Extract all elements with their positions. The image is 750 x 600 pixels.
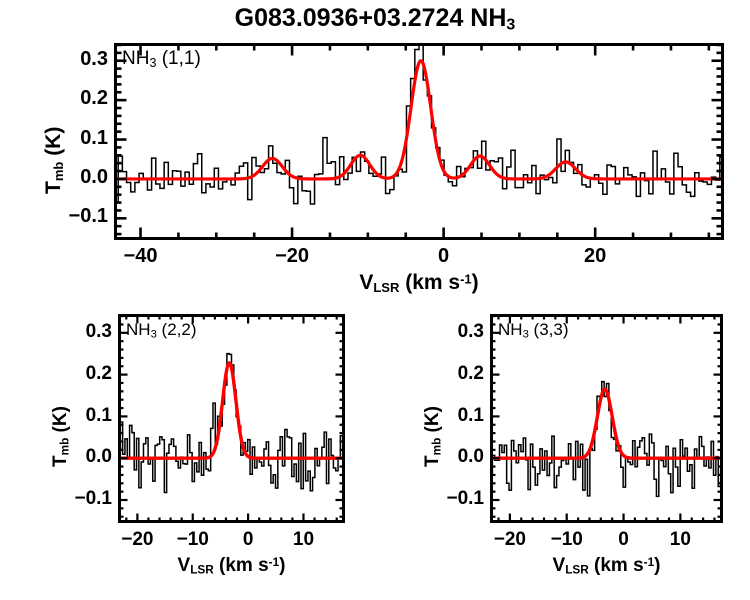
xtick-label-nh3-22-3: 10: [292, 529, 315, 550]
figure-title-subscript: 3: [506, 16, 516, 34]
plot-area-nh3-22: [118, 314, 345, 523]
ytick-label-nh3-33-0: −0.1: [446, 488, 484, 510]
panel-label-nh3-33: NH3 (3,3): [498, 320, 569, 341]
y-axis-title-nh3-33: Tmb (K): [422, 405, 444, 467]
xtick-label-nh3-22-2: 0: [242, 529, 254, 550]
panel-nh3-11: [114, 43, 724, 240]
xtick-label-nh3-22-0: −20: [121, 529, 154, 550]
ytick-label-nh3-11-0: −0.1: [68, 205, 108, 228]
ytick-label-nh3-33-1: 0.0: [457, 446, 484, 468]
panel-label-nh3-22: NH3 (2,2): [126, 320, 197, 341]
ytick-label-nh3-22-1: 0.0: [85, 446, 112, 468]
ytick-label-nh3-22-0: −0.1: [74, 488, 112, 510]
page-title: G083.0936+03.2724 NH3: [0, 4, 750, 35]
panel-label-nh3-11: NH3 (1,1): [122, 48, 201, 70]
xtick-label-nh3-33-0: −20: [493, 529, 526, 550]
y-axis-title-nh3-22: Tmb (K): [50, 405, 72, 467]
figure-title-text: G083.0936+03.2724 NH: [234, 4, 507, 32]
plot-area-nh3-11: [114, 43, 724, 240]
ytick-label-nh3-33-4: 0.3: [457, 321, 484, 343]
ytick-label-nh3-11-4: 0.3: [80, 47, 108, 70]
plot-area-nh3-33: [490, 314, 723, 523]
ytick-label-nh3-22-2: 0.1: [85, 404, 112, 426]
panel-nh3-22: [118, 314, 345, 523]
xtick-label-nh3-11-3: 20: [584, 245, 607, 267]
x-axis-title-nh3-22: VLSR (km s-1): [177, 555, 286, 577]
ytick-label-nh3-33-3: 0.2: [457, 362, 484, 384]
ytick-label-nh3-11-3: 0.2: [80, 87, 108, 110]
y-axis-title-nh3-11: Tmb (K): [42, 126, 66, 194]
x-axis-title-nh3-11: VLSR (km s-1): [359, 271, 479, 295]
x-axis-title-nh3-33: VLSR (km s-1): [552, 555, 661, 577]
ytick-label-nh3-22-4: 0.3: [85, 321, 112, 343]
ytick-label-nh3-22-3: 0.2: [85, 362, 112, 384]
xtick-label-nh3-33-2: 0: [618, 529, 629, 550]
xtick-label-nh3-11-0: −40: [123, 245, 158, 267]
ytick-label-nh3-33-2: 0.1: [457, 404, 484, 426]
xtick-label-nh3-22-1: −10: [176, 529, 209, 550]
ytick-label-nh3-11-2: 0.1: [80, 126, 108, 149]
xtick-label-nh3-11-2: 0: [438, 245, 450, 267]
xtick-label-nh3-33-1: −10: [550, 529, 583, 550]
xtick-label-nh3-11-1: −20: [275, 245, 310, 267]
xtick-label-nh3-33-3: 10: [669, 529, 691, 550]
ytick-label-nh3-11-1: 0.0: [80, 165, 108, 188]
panel-nh3-33: [490, 314, 723, 523]
